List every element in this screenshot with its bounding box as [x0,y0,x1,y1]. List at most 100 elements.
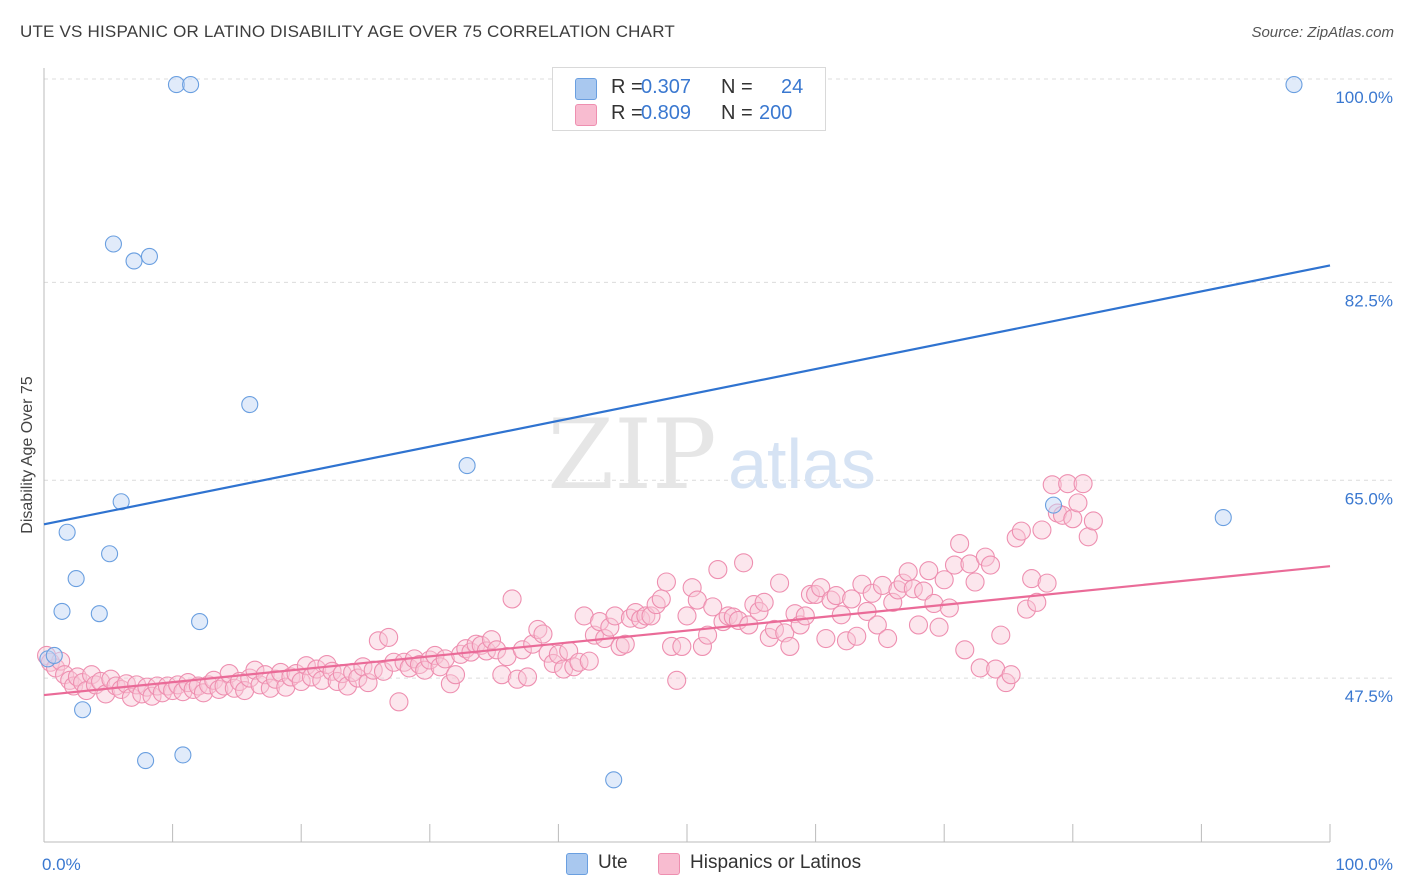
legend-r-label: R = [611,76,643,98]
hispanic-point [919,561,939,581]
bottom-legend-label-hispanic: Hispanics or Latinos [690,852,862,873]
trend-lines [43,264,1331,697]
ute-point [140,247,159,265]
legend-n-label: N = [721,76,753,98]
hispanic-point [656,572,676,592]
hispanic-point [142,686,162,706]
ute-point [241,395,259,414]
hispanic-point [692,636,712,656]
gridlines [44,78,1392,679]
legend-r-value-hispanic: 0.809 [641,102,692,124]
legend-r-value-ute: 0.307 [641,76,692,98]
hispanic-point [1037,573,1057,593]
hispanic-point [348,668,368,688]
ute-point [101,545,119,563]
hispanic-point [939,598,959,618]
hispanic-point [358,673,378,693]
ute-point [1214,509,1232,527]
hispanic-point [1016,599,1037,619]
chart-title: UTE VS HISPANIC OR LATINO DISABILITY AGE… [20,22,675,41]
hispanic-point [703,597,723,617]
ute-point [1285,76,1303,94]
hispanic-point [615,634,635,654]
hispanic-point [1032,520,1052,540]
hispanic-point [209,679,229,699]
hispanic-point [440,674,460,694]
hispanic-point [734,553,754,573]
ute-point [67,570,85,588]
ute-point [53,602,71,620]
hispanic-point [492,665,512,685]
hispanic-point [502,589,522,609]
ute-point [1044,496,1063,514]
hispanic-point [955,640,975,660]
ute-point [137,752,155,770]
y-tick-label: 47.5% [1345,687,1393,706]
hispanic-point [950,534,970,554]
hispanic-point [445,665,466,685]
hispanic-point [914,581,934,601]
ute-point [458,457,476,475]
hispanic-point [816,628,836,649]
ute-trend-line [43,264,1331,526]
hispanic-point [1083,511,1103,531]
bottom-legend-swatch-ute [566,853,588,875]
hispanic-point [533,624,553,644]
hispanic-point [770,573,790,593]
hispanic-point [764,619,784,640]
hispanic-point [883,592,903,612]
x-tick-label-end: 100.0% [1335,855,1393,874]
tick-labels: 47.5% 65.0% 82.5% 100.0% 0.0% 100.0% [42,88,1393,874]
hispanic-point [682,578,702,598]
bottom-legend-label-ute: Ute [598,852,628,873]
hispanic-point [970,658,990,678]
legend-r-label: R = [611,102,643,124]
hispanic-point [898,562,918,582]
hispanic-point [569,652,589,672]
hispanic-point [1063,509,1083,529]
hispanic-point [780,636,800,656]
hispanic-point [368,631,388,651]
hispanic-point [1001,665,1021,685]
hispanic-point [631,609,651,629]
hispanic-point [934,570,954,590]
hispanic-point [415,660,435,680]
legend-swatch-ute [575,78,597,100]
hispanic-point [1058,474,1078,494]
legend-swatch-hispanic [575,104,597,126]
ute-point [174,746,192,764]
hispanic-point [260,678,280,698]
hispanic-point [1011,521,1031,541]
bottom-legend-swatch-hispanic [658,853,680,875]
hispanic-point [908,615,929,635]
hispanic-point [219,664,239,684]
hispanic-point [517,667,538,687]
watermark-atlas: atlas [728,425,876,503]
hispanic-point [662,636,682,656]
hispanic-point [826,586,846,606]
legend-n-value-hispanic: 200 [759,102,793,124]
hispanic-point [1042,475,1062,495]
ute-point [58,523,76,541]
hispanic-point [847,626,867,646]
hispanic-point [600,617,620,637]
hispanic-point [548,644,568,664]
hispanic-point [862,583,882,603]
hispanic-point [651,589,671,609]
hispanic-point [512,640,532,660]
hispanic-point [991,625,1011,645]
hispanic-point [842,589,862,609]
hispanic-point [641,606,661,626]
ute-point [605,771,623,789]
hispanic-point [1022,569,1042,589]
hispanic-point [836,631,857,651]
hispanic-point [929,617,949,637]
hispanic-point [389,692,409,712]
hispanic-point [698,625,718,645]
hispanic-point [121,687,141,707]
hispanic-point [754,592,774,612]
ute-point [90,605,108,623]
hispanic-point [67,667,87,687]
ute-point [182,76,200,94]
